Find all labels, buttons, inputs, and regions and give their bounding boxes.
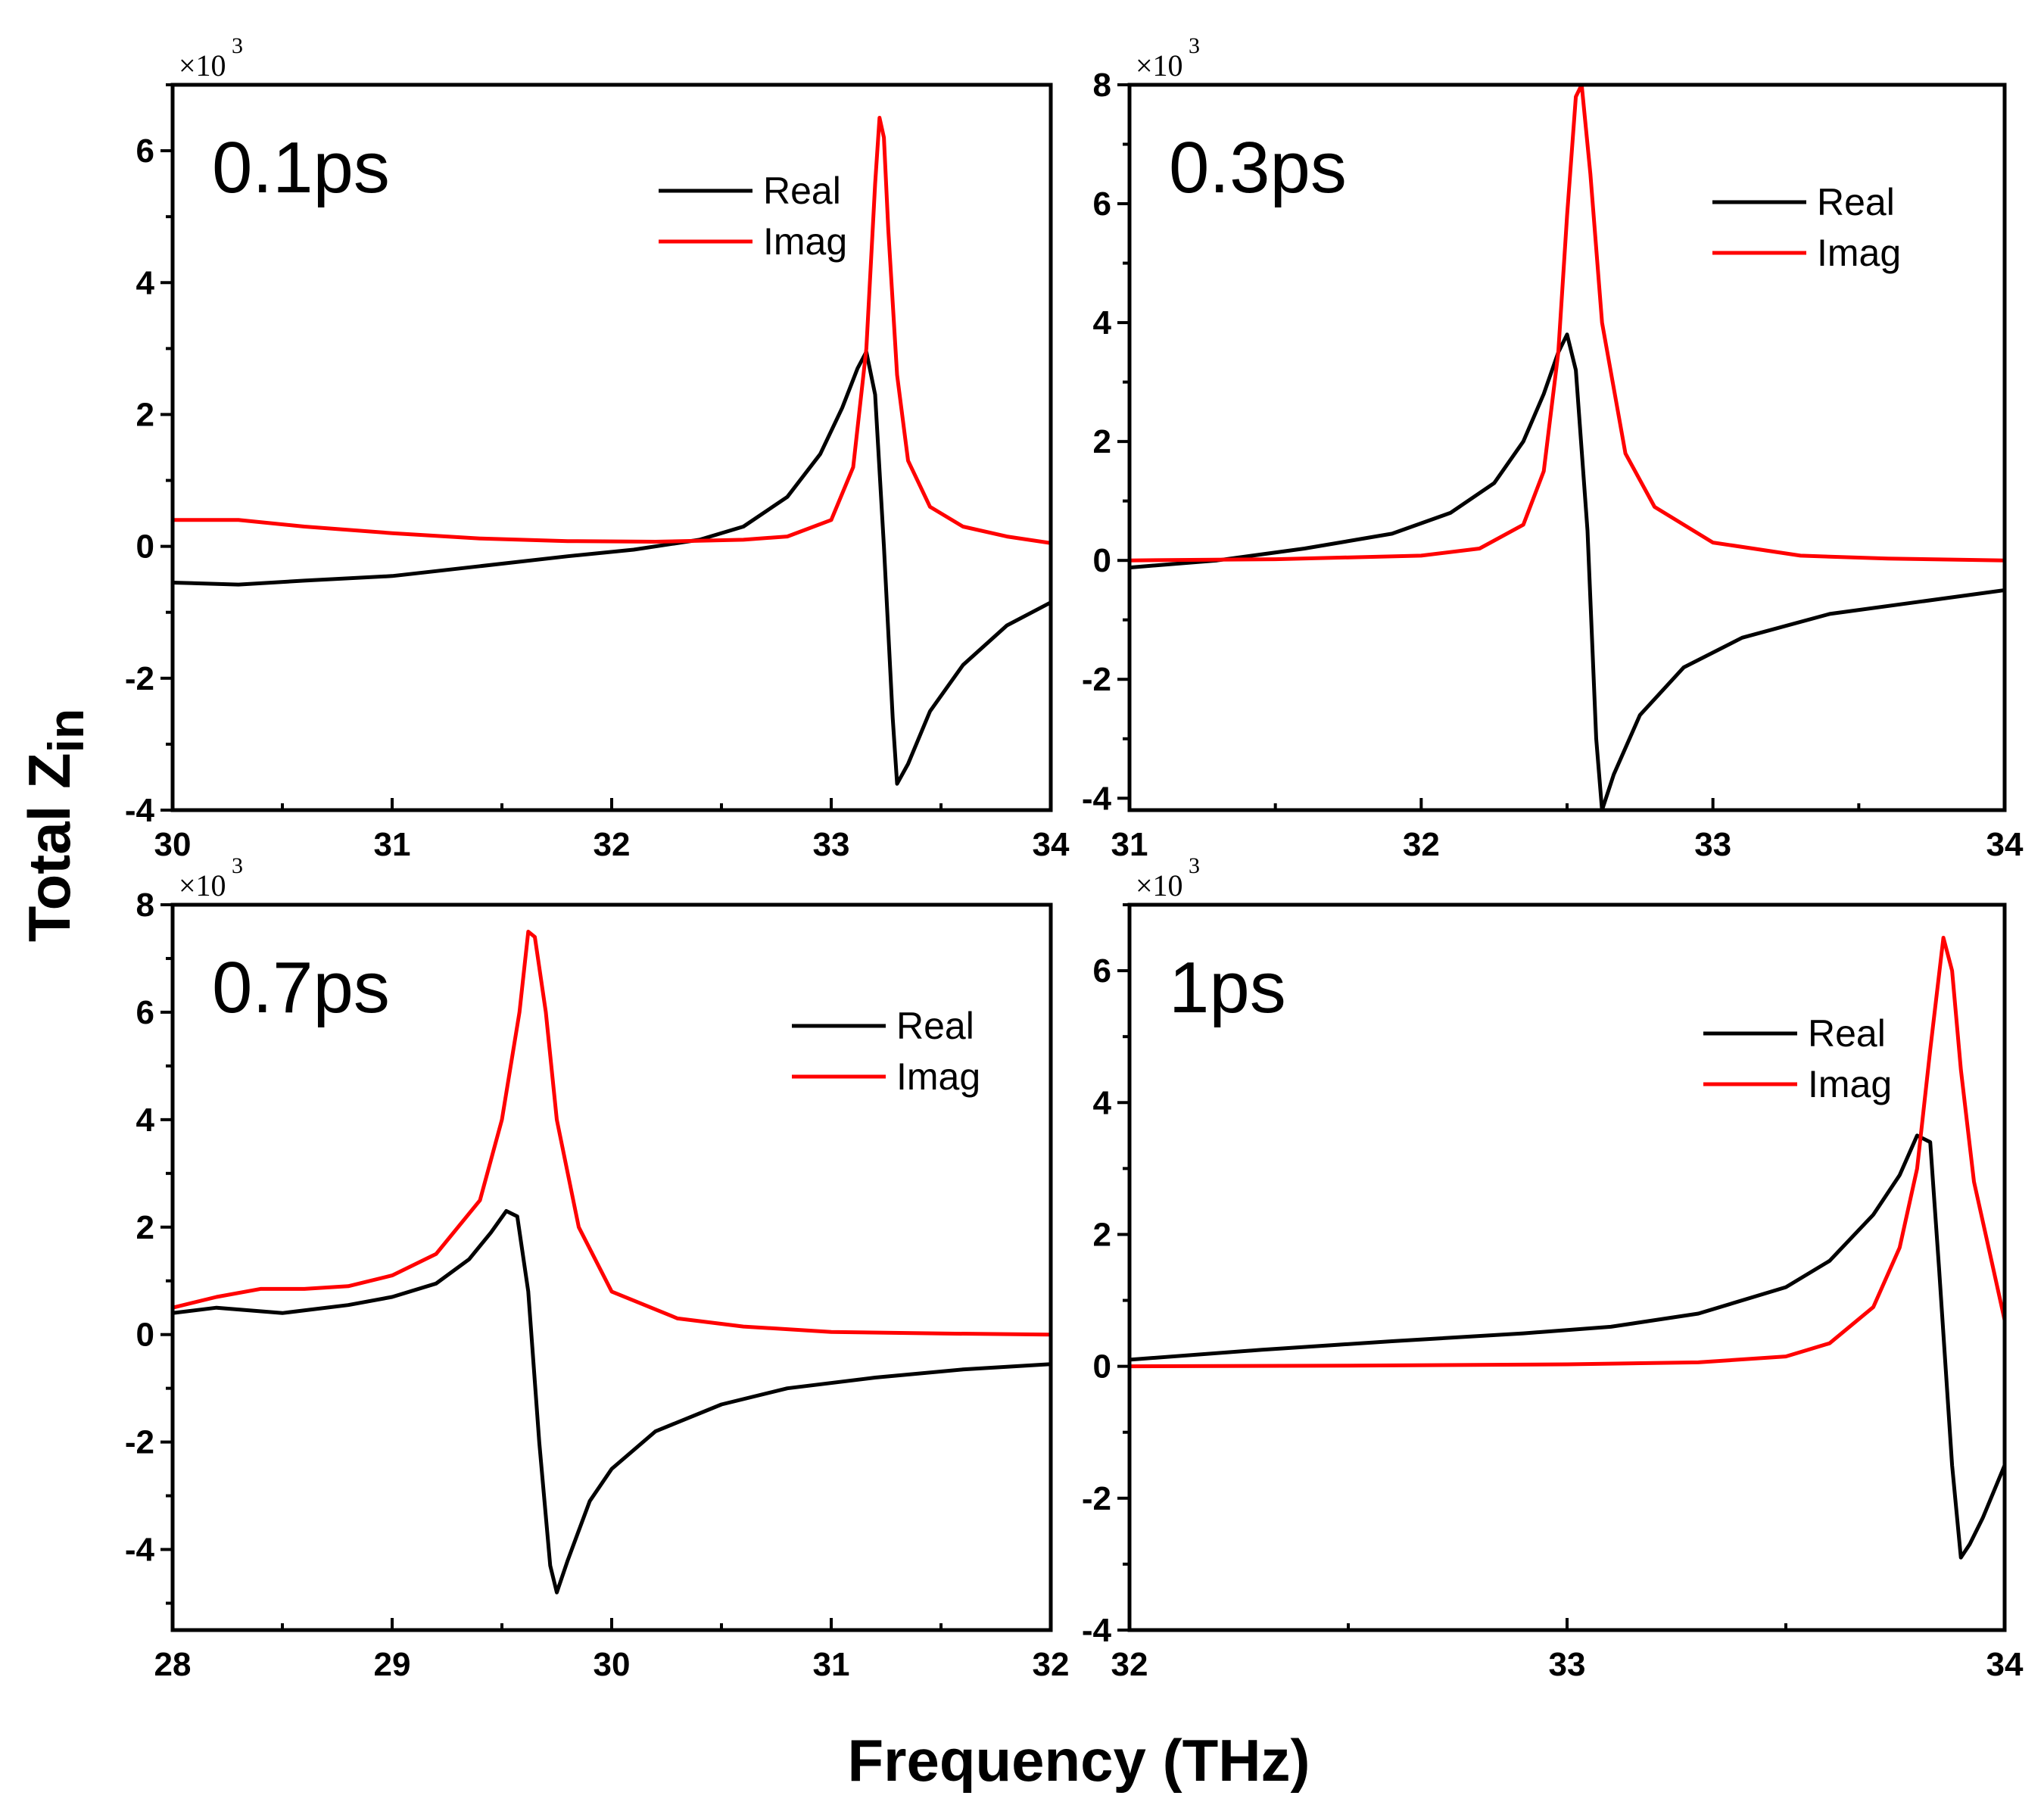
x-tick-label: 32	[1111, 1646, 1148, 1683]
panel-label: 0.7ps	[212, 947, 390, 1028]
y-multiplier: ×10	[1136, 48, 1183, 83]
x-tick-label: 30	[154, 826, 192, 863]
x-tick-label: 34	[1033, 826, 1070, 863]
x-tick-label: 30	[594, 1646, 631, 1683]
y-tick-label: -4	[125, 792, 155, 829]
series-line-real	[1129, 332, 2005, 810]
y-tick-label: 6	[1093, 185, 1111, 223]
y-axis-title-main: Total Z	[16, 753, 83, 942]
y-tick-label: 4	[1093, 1084, 1112, 1121]
y-tick-label: 4	[136, 1102, 155, 1139]
x-axis-title: Frequency (THz)	[847, 1727, 1310, 1794]
y-multiplier: ×10	[179, 48, 226, 83]
x-tick-label: 28	[154, 1646, 192, 1683]
series-line-imag	[1129, 936, 2005, 1369]
y-tick-label: -2	[125, 1424, 154, 1461]
y-multiplier: ×10	[179, 868, 226, 902]
y-tick-label: 6	[136, 132, 154, 170]
chart-panel-3: 28 29 30 31 32 -4 -2 0 2 4 6 8 ×103 0.7ps Real Imag	[125, 853, 1070, 1683]
x-tick-label: 31	[374, 826, 411, 863]
legend-label-imag: Imag	[896, 1055, 980, 1098]
y-tick-label: 6	[1093, 952, 1111, 990]
x-tick-label: 33	[1694, 826, 1731, 863]
y-tick-label: 8	[1093, 67, 1111, 104]
chart-panel-2: 31 32 33 34 -4 -2 0 2 4 6 8 ×103 0.3ps Real Imag	[1082, 33, 2024, 863]
panel-label: 1ps	[1169, 947, 1286, 1028]
y-tick-label: -4	[125, 1532, 155, 1569]
series-line-real	[173, 350, 1051, 786]
y-tick-label: 6	[136, 994, 154, 1031]
legend: Real Imag	[1712, 181, 1901, 274]
series-line-imag	[173, 116, 1051, 545]
x-tick-label: 29	[374, 1646, 411, 1683]
series-line-real	[1129, 1133, 2005, 1560]
legend-label-real: Real	[896, 1005, 974, 1047]
y-tick-label: 0	[136, 1317, 154, 1354]
legend: Real Imag	[659, 170, 847, 263]
x-tick-label: 32	[1403, 826, 1440, 863]
legend-label-real: Real	[1808, 1012, 1886, 1055]
y-tick-label: -2	[125, 660, 154, 697]
y-tick-label: 0	[1093, 542, 1111, 579]
legend: Real Imag	[1703, 1012, 1892, 1105]
y-tick-label: -2	[1082, 661, 1111, 698]
legend-label-imag: Imag	[1817, 232, 1901, 274]
legend-label-imag: Imag	[1808, 1063, 1892, 1105]
x-tick-label: 34	[1986, 1646, 2024, 1683]
y-multiplier-exponent: 3	[1189, 853, 1200, 878]
x-tick-label: 33	[813, 826, 850, 863]
chart-panel-1: 30 31 32 33 34 -4 -2 0 2 4 6 ×103 0.1ps Real Imag	[125, 33, 1070, 863]
y-multiplier: ×10	[1136, 868, 1183, 902]
y-tick-label: 2	[1093, 1216, 1111, 1253]
y-multiplier-exponent: 3	[1189, 33, 1200, 58]
x-tick-label: 32	[1033, 1646, 1070, 1683]
legend: Real Imag	[792, 1005, 980, 1098]
y-axis-title-sub: in	[38, 709, 94, 753]
x-tick-label: 31	[1111, 826, 1148, 863]
x-tick-label: 31	[813, 1646, 850, 1683]
legend-label-imag: Imag	[763, 220, 847, 263]
series-line-imag	[1129, 85, 2005, 563]
chart-panel-4: 32 33 34 -4 -2 0 2 4 6 ×103 1ps Real Imag	[1082, 853, 2024, 1683]
y-tick-label: -4	[1082, 780, 1112, 817]
x-tick-label: 33	[1549, 1646, 1586, 1683]
y-tick-label: -2	[1082, 1480, 1111, 1517]
panel-label: 0.1ps	[212, 127, 390, 208]
series-line-imag	[173, 930, 1051, 1337]
y-tick-label: 8	[136, 887, 154, 924]
panel-label: 0.3ps	[1169, 127, 1347, 208]
y-tick-label: 0	[1093, 1348, 1111, 1386]
y-multiplier-exponent: 3	[232, 33, 243, 58]
y-tick-label: -4	[1082, 1612, 1112, 1649]
legend-label-real: Real	[763, 170, 841, 212]
y-tick-label: 4	[1093, 304, 1112, 341]
x-tick-label: 34	[1986, 826, 2024, 863]
y-tick-label: 4	[136, 264, 155, 301]
legend-label-real: Real	[1817, 181, 1895, 223]
x-tick-label: 32	[594, 826, 631, 863]
series-line-real	[173, 1209, 1051, 1594]
y-axis-title: Total Zin	[16, 709, 94, 943]
y-tick-label: 2	[136, 396, 154, 433]
y-multiplier-exponent: 3	[232, 853, 243, 878]
y-tick-label: 2	[1093, 423, 1111, 460]
y-tick-label: 0	[136, 528, 154, 566]
y-tick-label: 2	[136, 1209, 154, 1246]
